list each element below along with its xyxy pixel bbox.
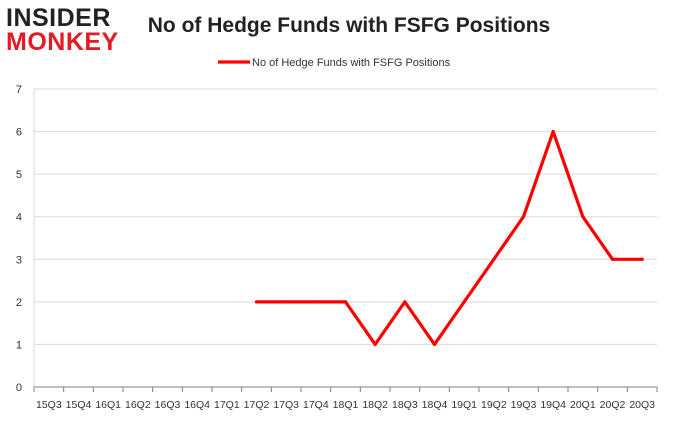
x-tick-label: 20Q3 (629, 399, 655, 411)
y-tick-label: 5 (16, 169, 22, 181)
legend-label: No of Hedge Funds with FSFG Positions (252, 57, 451, 69)
y-tick-label: 6 (16, 127, 22, 139)
x-tick-label: 19Q3 (511, 399, 537, 411)
x-tick-label: 18Q3 (392, 399, 418, 411)
x-tick-label: 19Q1 (451, 399, 477, 411)
x-tick-label: 20Q1 (570, 399, 596, 411)
x-tick-label: 20Q2 (600, 399, 626, 411)
data-point (462, 300, 466, 304)
x-tick-label: 19Q4 (540, 399, 566, 411)
data-point (581, 215, 585, 219)
data-point (432, 342, 437, 347)
x-tick-label: 17Q3 (273, 399, 299, 411)
y-tick-label: 1 (16, 339, 22, 351)
x-tick-label: 16Q2 (125, 399, 151, 411)
y-tick-label: 2 (16, 297, 22, 309)
x-tick-label: 15Q3 (36, 399, 62, 411)
x-tick-label: 16Q4 (184, 399, 210, 411)
data-point (640, 257, 644, 261)
data-point (314, 300, 318, 304)
data-point (610, 257, 615, 261)
y-tick-label: 4 (16, 212, 22, 224)
x-tick-label: 16Q3 (155, 399, 181, 411)
data-point (403, 300, 407, 304)
x-tick-label: 18Q4 (422, 399, 448, 411)
x-tick-label: 18Q2 (362, 399, 388, 411)
x-tick-label: 19Q2 (481, 399, 507, 411)
x-tick-label: 16Q1 (95, 399, 121, 411)
x-tick-label: 15Q4 (66, 399, 92, 411)
series-line (254, 129, 644, 347)
data-point (492, 257, 496, 261)
y-tick-label: 0 (16, 382, 22, 394)
x-tick-label: 17Q1 (214, 399, 240, 411)
logo-line-monkey: MONKEY (6, 28, 119, 56)
x-tick-label: 18Q1 (333, 399, 359, 411)
y-tick-label: 3 (16, 254, 22, 266)
logo-line-insider: INSIDER (6, 4, 111, 32)
data-point (284, 300, 288, 304)
chart-title: No of Hedge Funds with FSFG Positions (147, 14, 551, 37)
x-tick-label: 17Q2 (244, 399, 270, 411)
data-point (521, 215, 526, 219)
y-tick-label: 7 (16, 84, 22, 96)
x-tick-label: 17Q4 (303, 399, 329, 411)
data-point (254, 300, 259, 304)
data-point (551, 129, 555, 134)
insider-monkey-logo: INSIDER MONKEY (6, 6, 130, 56)
data-point (373, 342, 377, 347)
data-point (343, 300, 348, 304)
